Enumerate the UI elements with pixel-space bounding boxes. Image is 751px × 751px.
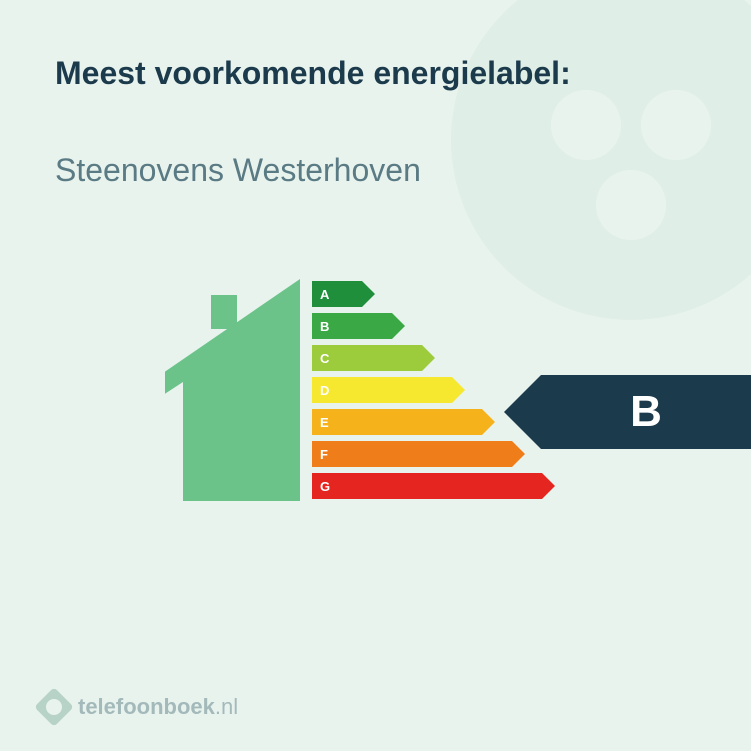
energy-bar-f: F — [312, 441, 512, 467]
page-title: Meest voorkomende energielabel: — [55, 55, 696, 92]
result-badge-label: B — [630, 387, 662, 437]
energy-bar-d: D — [312, 377, 452, 403]
page-subtitle: Steenovens Westerhoven — [55, 152, 696, 189]
energy-bar-g: G — [312, 473, 542, 499]
energy-bar-e: E — [312, 409, 482, 435]
energy-bar-b: B — [312, 313, 392, 339]
result-badge: B — [541, 375, 751, 449]
house-icon — [165, 279, 300, 499]
energy-bar-row: C — [312, 345, 542, 371]
energy-bar-row: B — [312, 313, 542, 339]
footer-text: telefoonboek.nl — [78, 694, 238, 720]
footer-brand: telefoonboek.nl — [40, 693, 238, 721]
energy-bar-row: G — [312, 473, 542, 499]
logo-icon — [34, 687, 74, 727]
energy-bar-row: A — [312, 281, 542, 307]
energy-bar-c: C — [312, 345, 422, 371]
energy-bar-a: A — [312, 281, 362, 307]
